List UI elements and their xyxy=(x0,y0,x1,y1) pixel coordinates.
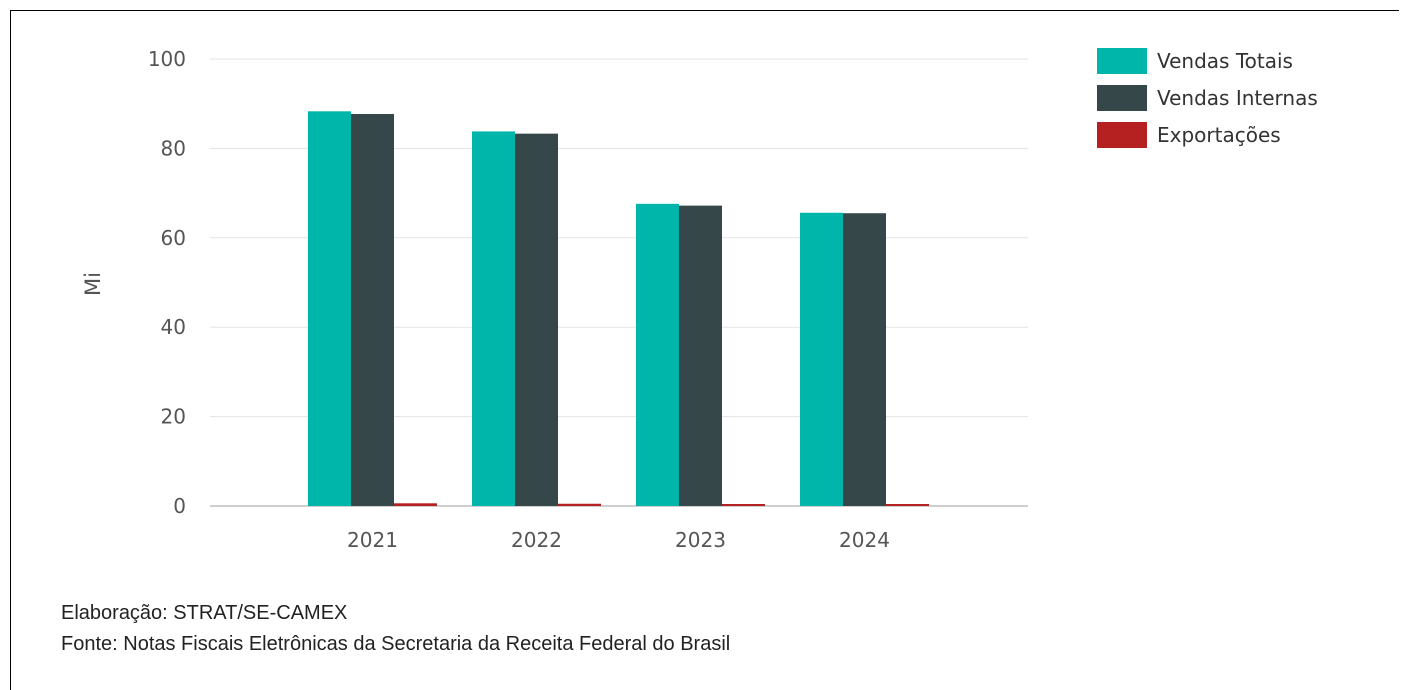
bar-2022-vendas-internas xyxy=(515,133,558,507)
y-tick-label: 60 xyxy=(161,226,186,250)
legend-label-exportacoes: Exportações xyxy=(1157,122,1281,147)
y-axis-ticks: 0 20 40 60 80 100 xyxy=(148,47,186,518)
bar-2023-vendas-totais xyxy=(636,203,679,506)
footer-elaboracao: Elaboração: STRAT/SE-CAMEX xyxy=(61,602,348,624)
y-tick-label: 80 xyxy=(161,136,186,160)
y-tick-label: 40 xyxy=(161,315,186,339)
legend-item-exportacoes: Exportações xyxy=(1097,116,1318,153)
legend-swatch-exportacoes xyxy=(1097,121,1147,148)
footer-fonte: Fonte: Notas Fiscais Eletrônicas da Secr… xyxy=(61,633,731,655)
chart-footer: Elaboração: STRAT/SE-CAMEX Fonte: Notas … xyxy=(61,598,730,660)
y-tick-label: 100 xyxy=(148,47,186,71)
y-tick-label: 0 xyxy=(173,494,186,518)
legend-label-vendas-internas: Vendas Internas xyxy=(1157,85,1318,110)
bar-2024-vendas-internas xyxy=(843,213,886,506)
x-tick-label: 2023 xyxy=(675,528,726,552)
bar-2024-vendas-totais xyxy=(800,212,843,506)
chart-legend: Vendas Totais Vendas Internas Exportaçõe… xyxy=(1097,42,1318,153)
y-axis-title: Mi xyxy=(81,272,105,296)
y-tick-label: 20 xyxy=(161,405,186,429)
bar-2023-exportações xyxy=(722,504,765,506)
x-tick-label: 2024 xyxy=(839,528,890,552)
x-axis-ticks: 2021 2022 2023 2024 xyxy=(347,528,890,552)
bar-2024-exportações xyxy=(886,504,929,506)
legend-swatch-vendas-internas xyxy=(1097,84,1147,111)
legend-label-vendas-totais: Vendas Totais xyxy=(1157,48,1293,73)
bar-2021-exportações xyxy=(394,503,437,506)
legend-item-vendas-totais: Vendas Totais xyxy=(1097,42,1318,79)
bar-2021-vendas-totais xyxy=(308,111,351,506)
legend-swatch-vendas-totais xyxy=(1097,47,1147,74)
bar-2022-vendas-totais xyxy=(472,131,515,506)
bar-2022-exportações xyxy=(558,503,601,506)
x-tick-label: 2021 xyxy=(347,528,398,552)
bars xyxy=(308,111,929,507)
bar-2021-vendas-internas xyxy=(351,113,394,506)
x-tick-label: 2022 xyxy=(511,528,562,552)
bar-2023-vendas-internas xyxy=(679,205,722,506)
legend-item-vendas-internas: Vendas Internas xyxy=(1097,79,1318,116)
chart-frame xyxy=(10,10,1399,690)
